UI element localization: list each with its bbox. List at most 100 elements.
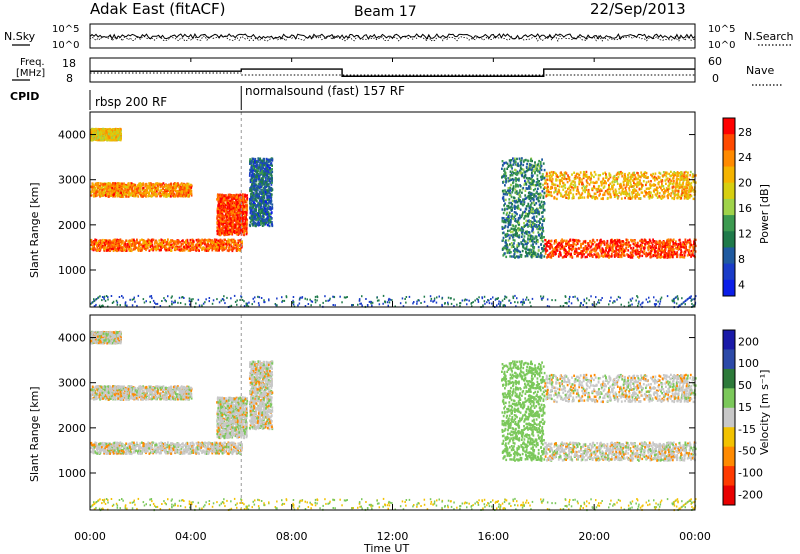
power-cell bbox=[132, 244, 134, 248]
power-cell bbox=[172, 240, 175, 243]
power-cell bbox=[148, 249, 151, 252]
power-cell bbox=[194, 247, 197, 250]
power-cell bbox=[91, 188, 94, 191]
power-cell bbox=[135, 194, 138, 197]
power-cell bbox=[226, 249, 229, 252]
power-cell bbox=[94, 238, 97, 241]
power-cell bbox=[155, 248, 158, 251]
power-cell bbox=[164, 240, 166, 244]
power-cell bbox=[258, 190, 261, 193]
power-cell bbox=[259, 186, 261, 189]
power-cell bbox=[132, 242, 135, 245]
power-cell bbox=[110, 130, 113, 134]
power-cell bbox=[512, 233, 514, 236]
power-cell bbox=[125, 249, 128, 252]
power-cell bbox=[242, 212, 244, 215]
power-cell bbox=[138, 192, 141, 196]
power-cell bbox=[164, 248, 166, 251]
power-cell bbox=[192, 246, 194, 249]
power-cell bbox=[510, 227, 513, 230]
power-cell bbox=[137, 249, 140, 252]
power-cell bbox=[102, 191, 104, 194]
power-cell bbox=[94, 248, 97, 251]
power-cell bbox=[208, 240, 211, 243]
power-cell bbox=[266, 223, 269, 227]
freq-tick-top: 18 bbox=[62, 57, 76, 70]
power-cell bbox=[264, 219, 267, 222]
power-cell bbox=[222, 222, 224, 226]
power-cell bbox=[507, 187, 510, 190]
power-cell bbox=[124, 185, 127, 189]
power-cell bbox=[239, 239, 242, 242]
power-cell bbox=[259, 183, 262, 187]
power-cell bbox=[162, 191, 165, 194]
power-cell bbox=[237, 194, 240, 197]
power-cell bbox=[235, 208, 238, 211]
power-cell bbox=[139, 191, 142, 195]
power-cell bbox=[189, 249, 192, 252]
power-cell bbox=[138, 185, 141, 188]
power-cell bbox=[211, 249, 214, 252]
power-cell bbox=[231, 249, 234, 253]
power-cell bbox=[228, 231, 230, 234]
nsky-label: N.Sky bbox=[4, 30, 36, 43]
power-cell bbox=[251, 200, 253, 203]
power-cell bbox=[134, 183, 137, 187]
power-cell bbox=[124, 243, 127, 246]
power-cell bbox=[138, 248, 140, 251]
power-cell bbox=[184, 245, 187, 248]
power-cell bbox=[265, 157, 268, 161]
power-cell bbox=[127, 186, 130, 189]
power-cell bbox=[149, 187, 152, 191]
power-cell bbox=[270, 193, 273, 196]
power-cell bbox=[116, 184, 119, 187]
power-cell bbox=[225, 209, 228, 212]
power-cell bbox=[258, 166, 260, 169]
power-cell bbox=[220, 242, 222, 246]
power-cell bbox=[183, 183, 186, 187]
power-cell bbox=[148, 244, 150, 247]
power-cell bbox=[201, 238, 203, 242]
power-cell bbox=[131, 244, 133, 247]
power-cell bbox=[512, 238, 515, 242]
power-cell bbox=[95, 238, 98, 242]
power-cell bbox=[222, 243, 225, 246]
power-cell bbox=[119, 245, 121, 248]
power-cell bbox=[503, 204, 505, 207]
power-cell bbox=[212, 243, 215, 246]
power-cell bbox=[120, 242, 123, 246]
power-cell bbox=[213, 246, 215, 250]
power-cell bbox=[258, 206, 260, 209]
power-cell bbox=[195, 243, 197, 247]
power-cell bbox=[239, 219, 241, 223]
power-cell bbox=[147, 184, 150, 188]
power-cell bbox=[241, 193, 244, 196]
power-cell bbox=[113, 244, 115, 247]
power-cell bbox=[509, 255, 512, 258]
power-cell bbox=[180, 190, 183, 193]
power-cell bbox=[257, 204, 259, 207]
power-cell bbox=[134, 190, 137, 194]
power-cell bbox=[271, 222, 273, 226]
power-cell bbox=[259, 212, 262, 216]
power-cell bbox=[219, 197, 222, 200]
power-cell bbox=[109, 194, 112, 197]
freq-label-line1: Freq. bbox=[20, 57, 45, 68]
power-cell bbox=[271, 159, 274, 162]
power-cell bbox=[249, 158, 251, 161]
power-cell bbox=[189, 238, 192, 242]
power-cell bbox=[127, 193, 130, 196]
power-cell bbox=[113, 138, 116, 142]
power-cell bbox=[228, 248, 231, 251]
power-cell bbox=[136, 241, 139, 245]
power-cell bbox=[176, 245, 178, 249]
power-cell bbox=[175, 194, 178, 197]
power-cell bbox=[226, 215, 228, 218]
power-cell bbox=[151, 183, 153, 186]
power-cell bbox=[170, 249, 172, 252]
power-cell bbox=[128, 242, 131, 245]
power-cell bbox=[174, 189, 177, 193]
power-cell bbox=[261, 159, 264, 163]
power-cell bbox=[136, 185, 139, 189]
power-cell bbox=[128, 191, 130, 194]
